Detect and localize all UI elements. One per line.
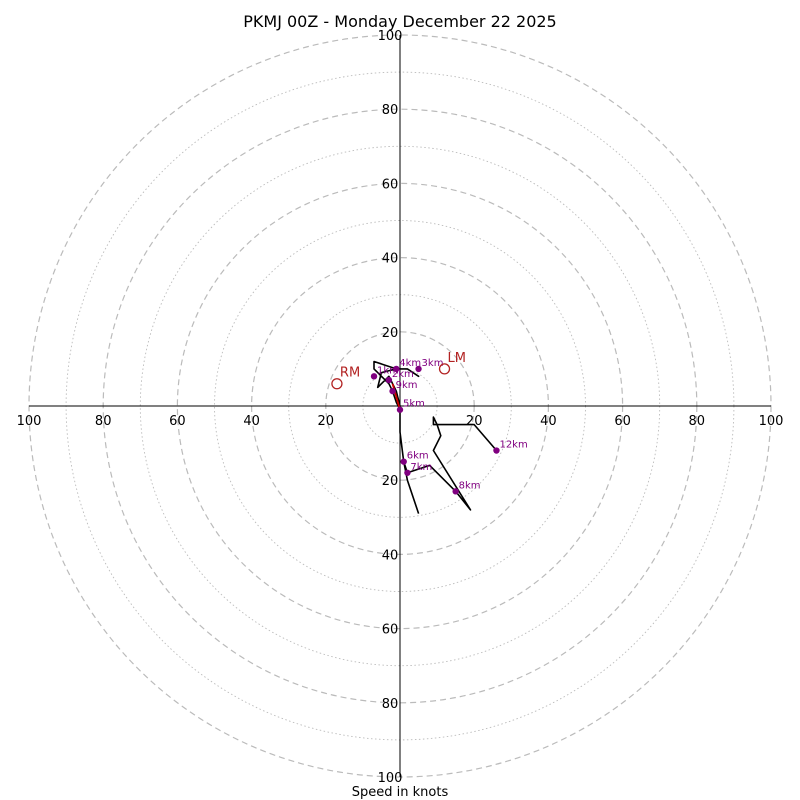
height-marker-5km bbox=[396, 406, 404, 413]
height-label-5km: 5km bbox=[403, 399, 425, 410]
height-marker-3km bbox=[415, 365, 422, 373]
tick-label-top-80: 80 bbox=[382, 103, 399, 118]
storm-motion-marker-lm bbox=[438, 363, 451, 375]
chart-title: PKMJ 00Z - Monday December 22 2025 bbox=[243, 12, 556, 31]
height-marker-12km bbox=[493, 447, 500, 454]
height-marker-9km bbox=[389, 387, 396, 395]
tick-label-right-100: 100 bbox=[759, 414, 784, 429]
tick-label-left-100: 100 bbox=[17, 414, 42, 429]
storm-motion-markers: RM LM bbox=[331, 351, 466, 390]
storm-motion-label-rm: RM bbox=[340, 366, 360, 381]
tick-label-left-80: 80 bbox=[95, 414, 112, 429]
height-label-6km: 6km bbox=[407, 451, 429, 462]
tick-label-left-60: 60 bbox=[169, 414, 186, 429]
storm-motion-marker-rm bbox=[331, 378, 343, 390]
x-axis-label: Speed in knots bbox=[352, 785, 449, 800]
tick-label-bottom-20: 20 bbox=[382, 474, 399, 489]
height-marker-2km bbox=[385, 376, 393, 384]
tick-label-bottom-40: 40 bbox=[382, 548, 399, 563]
tick-label-bottom-80: 80 bbox=[382, 697, 399, 712]
tick-label-right-80: 80 bbox=[689, 414, 706, 429]
height-label-1km: 1km bbox=[377, 365, 399, 376]
tick-label-top-60: 60 bbox=[382, 177, 399, 192]
storm-motion-label-lm: LM bbox=[448, 351, 466, 366]
height-label-7km: 7km bbox=[410, 462, 432, 473]
tick-label-top-40: 40 bbox=[382, 252, 399, 267]
tick-label-bottom-100: 100 bbox=[378, 771, 403, 786]
height-marker-7km bbox=[404, 469, 411, 476]
tick-label-top-20: 20 bbox=[382, 326, 399, 341]
height-label-4km: 4km bbox=[399, 358, 421, 369]
tick-label-left-20: 20 bbox=[318, 414, 335, 429]
height-label-9km: 9km bbox=[396, 380, 418, 391]
tick-label-top-100: 100 bbox=[378, 29, 403, 44]
tick-labels: 20 40 60 80 100 20 40 60 80 100 20 40 60 80 100 20 40 60 8… bbox=[17, 29, 784, 786]
tick-label-right-60: 60 bbox=[614, 414, 631, 429]
height-marker-1km bbox=[370, 373, 378, 380]
shear-vector-line bbox=[391, 383, 401, 410]
height-label-8km: 8km bbox=[459, 480, 481, 491]
tick-label-right-40: 40 bbox=[540, 414, 557, 429]
height-label-12km: 12km bbox=[499, 440, 527, 451]
tick-label-left-40: 40 bbox=[243, 414, 260, 429]
height-label-2km: 2km bbox=[392, 369, 414, 380]
height-label-3km: 3km bbox=[422, 358, 444, 369]
tick-label-right-20: 20 bbox=[466, 414, 483, 429]
tick-label-bottom-60: 60 bbox=[382, 623, 399, 638]
height-marker-6km bbox=[400, 458, 407, 465]
height-marker-8km bbox=[452, 488, 459, 495]
height-marker-4km bbox=[393, 365, 400, 373]
